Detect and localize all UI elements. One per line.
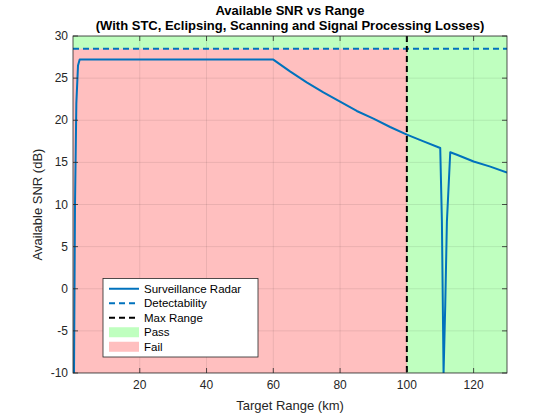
- x-tick-label: 20: [133, 378, 147, 392]
- x-tick-label: 120: [464, 378, 484, 392]
- tick-mark: [502, 288, 507, 289]
- pass-region: [73, 36, 507, 373]
- y-tick-label: 30: [55, 29, 69, 43]
- legend-swatch: [109, 317, 139, 319]
- tick-mark: [73, 246, 78, 247]
- reference-line: [406, 36, 408, 373]
- grid-line: [73, 162, 507, 163]
- tick-mark: [473, 36, 474, 41]
- subtitle: (With STC, Eclipsing, Scanning and Signa…: [96, 18, 485, 33]
- tick-mark: [73, 373, 78, 374]
- tick-mark: [502, 246, 507, 247]
- tick-mark: [273, 36, 274, 41]
- legend-label: Fail: [144, 341, 163, 353]
- tick-mark: [502, 36, 507, 37]
- legend-swatch: [109, 302, 139, 304]
- fail-region: [73, 49, 407, 373]
- tick-mark: [73, 162, 78, 163]
- y-tick-label: 5: [61, 240, 68, 254]
- tick-mark: [340, 36, 341, 41]
- tick-mark: [206, 36, 207, 41]
- y-tick-label: -10: [51, 366, 69, 380]
- x-axis-label: Target Range (km): [236, 398, 344, 413]
- legend-swatch: [109, 288, 139, 290]
- tick-mark: [502, 330, 507, 331]
- figure: 20 40 60 80 100 120 -10 -5 0 5 10 15 20 25 30 Target Ra…: [0, 0, 560, 420]
- y-tick-label: 15: [55, 155, 69, 169]
- tick-mark: [340, 368, 341, 373]
- series-line: [74, 60, 507, 373]
- reference-line: [73, 48, 507, 50]
- legend-label: Max Range: [144, 312, 203, 324]
- legend-swatch: [109, 327, 139, 337]
- x-tick-label: 40: [200, 378, 214, 392]
- tick-mark: [502, 373, 507, 374]
- x-tick-label: 80: [333, 378, 347, 392]
- legend-label: Surveillance Radar: [144, 283, 241, 295]
- legend: Surveillance Radar Detectability Max Range…: [103, 279, 258, 358]
- legend-swatch: [109, 342, 139, 352]
- y-tick-label: 25: [55, 71, 69, 85]
- title: Available SNR vs Range: [215, 3, 364, 18]
- background: [0, 0, 560, 420]
- y-axis-label: Available SNR (dB): [30, 149, 45, 261]
- tick-mark: [73, 330, 78, 331]
- legend-box: [103, 279, 258, 358]
- x-tick-label: 100: [397, 378, 417, 392]
- grid-line: [73, 120, 507, 121]
- x-tick-label: 60: [267, 378, 281, 392]
- legend-label: Pass: [144, 326, 170, 338]
- tick-mark: [206, 368, 207, 373]
- tick-mark: [502, 162, 507, 163]
- y-tick-label: 10: [55, 198, 69, 212]
- tick-mark: [73, 78, 78, 79]
- axes-frame: [73, 36, 507, 373]
- tick-mark: [473, 368, 474, 373]
- tick-mark: [502, 78, 507, 79]
- tick-mark: [406, 368, 407, 373]
- tick-mark: [73, 120, 78, 121]
- tick-mark: [139, 36, 140, 41]
- tick-mark: [502, 204, 507, 205]
- tick-mark: [73, 36, 78, 37]
- tick-mark: [139, 368, 140, 373]
- tick-mark: [502, 120, 507, 121]
- plot-area: [73, 36, 507, 373]
- grid-line: [73, 78, 507, 79]
- y-tick-label: -5: [57, 324, 68, 338]
- tick-mark: [406, 36, 407, 41]
- legend-label: Detectability: [144, 297, 207, 309]
- y-tick-label: 0: [61, 282, 68, 296]
- tick-mark: [73, 204, 78, 205]
- y-tick-label: 20: [55, 113, 69, 127]
- tick-mark: [273, 368, 274, 373]
- tick-mark: [73, 288, 78, 289]
